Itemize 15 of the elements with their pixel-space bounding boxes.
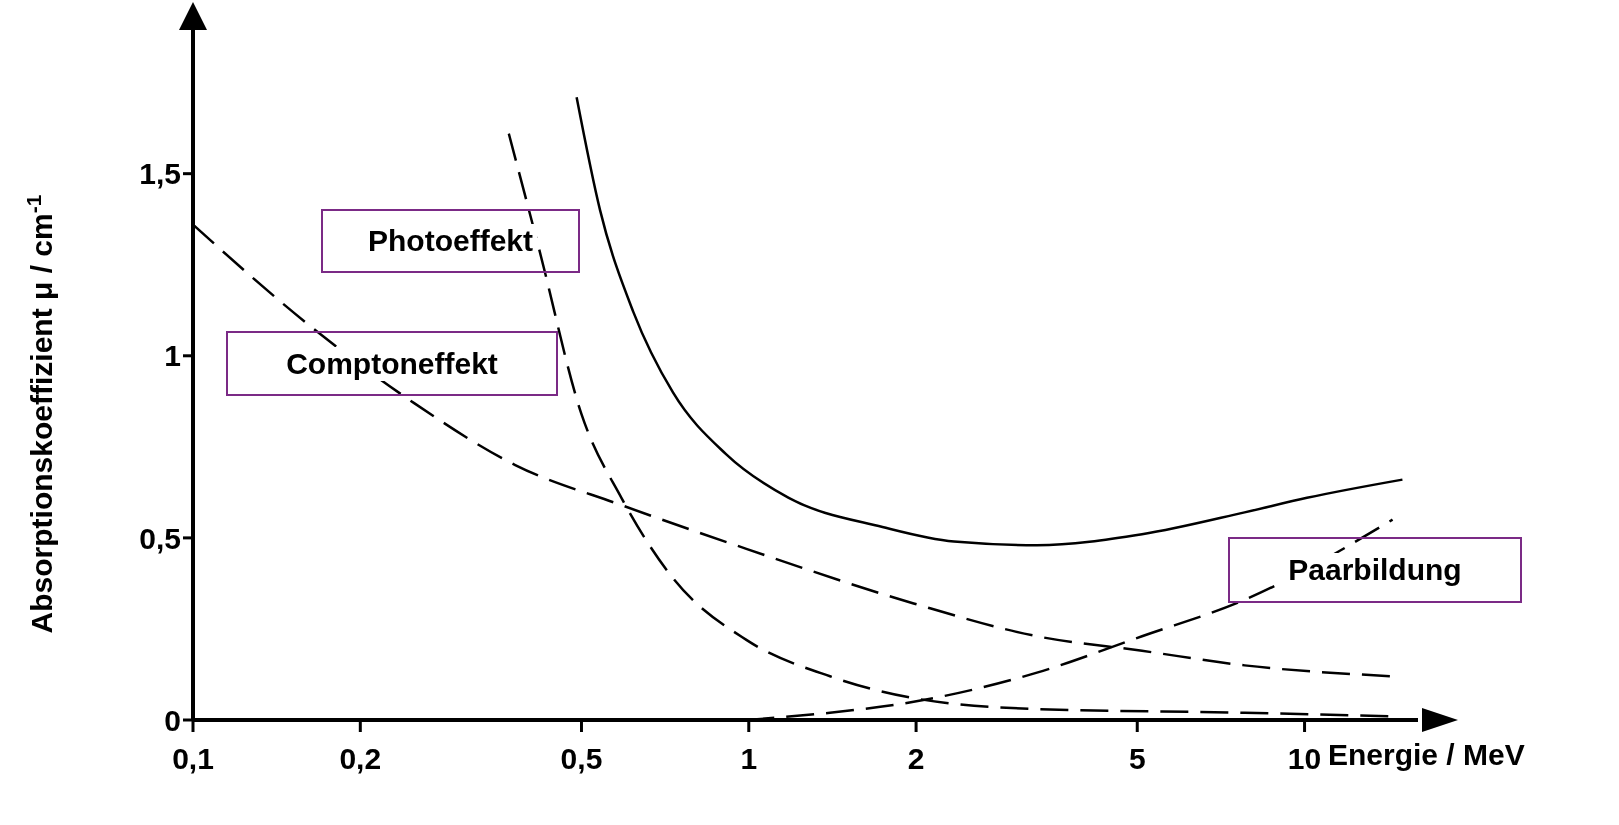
- x-tick-label: 2: [907, 742, 925, 776]
- x-tick-label: 10: [1287, 742, 1322, 776]
- x-tick-label: 5: [1128, 742, 1146, 776]
- x-tick-label: 0,5: [560, 742, 603, 776]
- y-tick-label: 0,5: [139, 521, 181, 555]
- x-tick-label: 1: [740, 742, 758, 776]
- x-tick-label: 0,2: [339, 742, 382, 776]
- x-tick-label: 0,1: [172, 742, 214, 776]
- series-label: Photoeffekt: [364, 224, 537, 258]
- series-label: Paarbildung: [1284, 553, 1466, 587]
- y-tick-label: 1,5: [139, 157, 181, 191]
- series-label: Comptoneffekt: [282, 346, 502, 381]
- x-axis-title: Energie / MeV: [1328, 738, 1525, 772]
- y-tick-label: 1: [164, 339, 181, 373]
- y-tick-label: 0: [164, 703, 181, 737]
